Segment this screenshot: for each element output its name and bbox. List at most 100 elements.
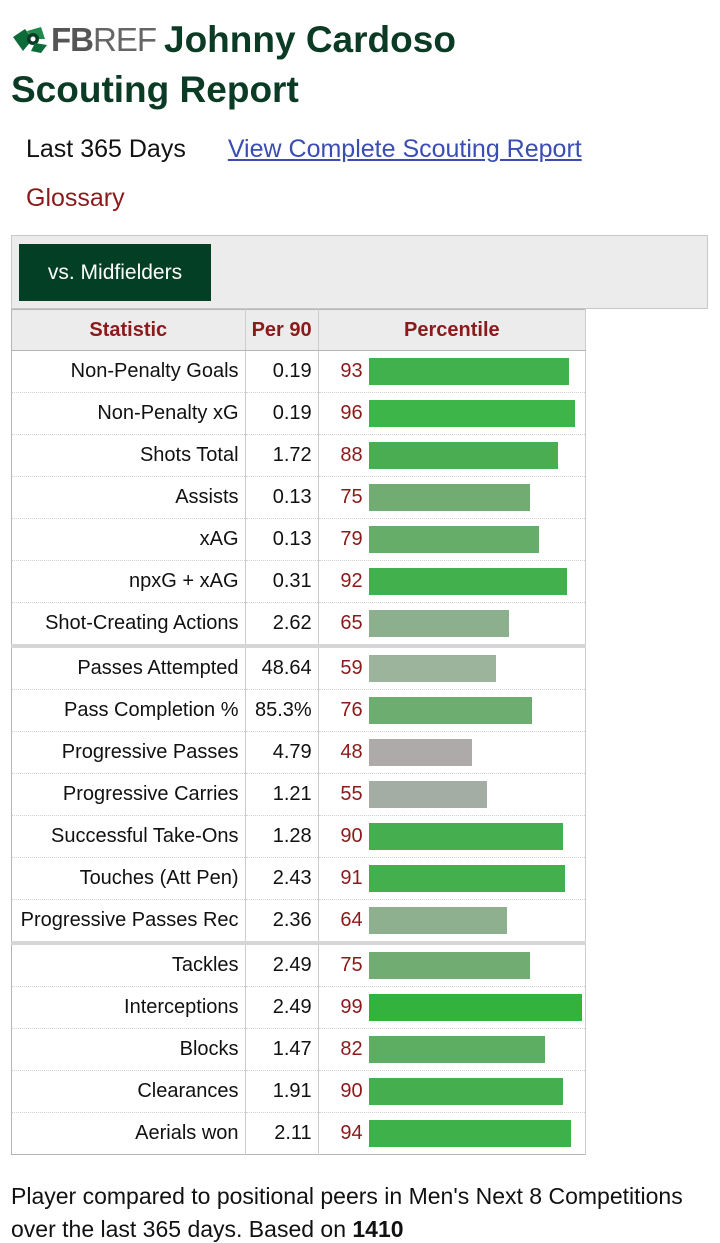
percentile-bar [368, 526, 539, 553]
stat-name-cell: Passes Attempted [11, 644, 246, 690]
table-row: Progressive Carries 1.21 55 [11, 773, 587, 816]
per90-cell: 2.36 [245, 899, 319, 944]
per90-cell: 1.91 [245, 1070, 319, 1113]
header-percentile[interactable]: Percentile [318, 309, 587, 351]
percentile-value: 79 [340, 528, 363, 550]
percentile-bar [368, 697, 532, 724]
percentile-wrap: 75 [319, 477, 585, 518]
table-row: Pass Completion % 85.3% 76 [11, 689, 587, 732]
table-row: Aerials won 2.11 94 [11, 1112, 587, 1155]
glossary-link[interactable]: Glossary [26, 184, 125, 212]
fbref-logo[interactable]: FB REF [11, 21, 157, 59]
percentile-value: 75 [340, 954, 363, 976]
position-filter-bar: vs. Midfielders [11, 235, 708, 309]
header-statistic[interactable]: Statistic [11, 309, 246, 351]
percentile-bar [368, 907, 507, 934]
percentile-wrap: 82 [319, 1029, 585, 1070]
percentile-cell: 64 [318, 899, 587, 944]
percentile-cell: 65 [318, 602, 587, 647]
per90-cell: 48.64 [245, 644, 319, 690]
percentile-value: 64 [340, 909, 363, 931]
table-row: Tackles 2.49 75 [11, 941, 587, 987]
stat-name-cell: Assists [11, 476, 246, 519]
percentile-cell: 79 [318, 518, 587, 561]
per90-cell: 2.62 [245, 602, 319, 647]
title-line: FB REF Johnny Cardoso [11, 18, 711, 62]
stat-name-cell: Progressive Carries [11, 773, 246, 816]
table-row: Non-Penalty xG 0.19 96 [11, 392, 587, 435]
percentile-wrap: 90 [319, 816, 585, 857]
page-header: FB REF Johnny Cardoso Scouting Report [11, 18, 711, 114]
per90-cell: 85.3% [245, 689, 319, 732]
table-row: npxG + xAG 0.31 92 [11, 560, 587, 603]
percentile-wrap: 64 [319, 900, 585, 941]
percentile-cell: 75 [318, 476, 587, 519]
stat-name-cell: Shot-Creating Actions [11, 602, 246, 647]
percentile-cell: 96 [318, 392, 587, 435]
percentile-value: 96 [340, 402, 363, 424]
per90-cell: 2.43 [245, 857, 319, 900]
percentile-value: 99 [340, 996, 363, 1018]
percentile-wrap: 75 [319, 945, 585, 986]
percentile-wrap: 48 [319, 732, 585, 773]
per90-cell: 0.13 [245, 476, 319, 519]
percentile-wrap: 76 [319, 690, 585, 731]
stat-name-cell: Successful Take-Ons [11, 815, 246, 858]
percentile-value: 48 [340, 741, 363, 763]
footer-text: Player compared to positional peers in M… [11, 1183, 683, 1242]
table-row: Touches (Att Pen) 2.43 91 [11, 857, 587, 900]
percentile-bar [368, 1036, 545, 1063]
per90-cell: 2.49 [245, 941, 319, 987]
percentile-bar [368, 442, 558, 469]
percentile-bar [368, 781, 487, 808]
percentile-wrap: 79 [319, 519, 585, 560]
table-row: Shot-Creating Actions 2.62 65 [11, 602, 587, 647]
per90-cell: 0.19 [245, 392, 319, 435]
percentile-value: 82 [340, 1038, 363, 1060]
percentile-cell: 76 [318, 689, 587, 732]
percentile-cell: 82 [318, 1028, 587, 1071]
percentile-wrap: 59 [319, 648, 585, 689]
table-row: Passes Attempted 48.64 59 [11, 644, 587, 690]
percentile-wrap: 65 [319, 603, 585, 644]
header-per-90[interactable]: Per 90 [245, 309, 319, 351]
percentile-bar [368, 1078, 563, 1105]
stat-name-cell: xAG [11, 518, 246, 561]
table-row: Successful Take-Ons 1.28 90 [11, 815, 587, 858]
percentile-wrap: 88 [319, 435, 585, 476]
percentile-cell: 88 [318, 434, 587, 477]
percentile-bar [368, 739, 472, 766]
percentile-cell: 59 [318, 644, 587, 690]
footer-note: Player compared to positional peers in M… [11, 1180, 711, 1243]
percentile-bar [368, 655, 496, 682]
percentile-value: 65 [340, 612, 363, 634]
table-header-row: Statistic Per 90 Percentile [11, 309, 587, 351]
stat-name-cell: Aerials won [11, 1112, 246, 1155]
percentile-value: 55 [340, 783, 363, 805]
percentile-wrap: 91 [319, 858, 585, 899]
period-label: Last 365 Days [26, 134, 186, 163]
percentile-cell: 75 [318, 941, 587, 987]
percentile-cell: 90 [318, 815, 587, 858]
stat-name-cell: Progressive Passes Rec [11, 899, 246, 944]
period-line: Last 365 Days View Complete Scouting Rep… [26, 132, 582, 166]
stat-name-cell: Pass Completion % [11, 689, 246, 732]
percentile-bar [368, 568, 567, 595]
stat-name-cell: Blocks [11, 1028, 246, 1071]
logo-ref-text: REF [93, 21, 157, 58]
percentile-cell: 93 [318, 350, 587, 393]
per90-cell: 1.47 [245, 1028, 319, 1071]
vs-midfielders-button[interactable]: vs. Midfielders [19, 244, 211, 301]
percentile-value: 94 [340, 1122, 363, 1144]
table-row: Assists 0.13 75 [11, 476, 587, 519]
stat-name-cell: Non-Penalty Goals [11, 350, 246, 393]
complete-report-link[interactable]: View Complete Scouting Report [227, 134, 582, 163]
table-row: Progressive Passes 4.79 48 [11, 731, 587, 774]
percentile-cell: 92 [318, 560, 587, 603]
percentile-value: 92 [340, 570, 363, 592]
percentile-wrap: 94 [319, 1113, 585, 1154]
percentile-value: 76 [340, 699, 363, 721]
percentile-wrap: 90 [319, 1071, 585, 1112]
table-body: Non-Penalty Goals 0.19 93 Non-Penalty xG 0.1… [11, 350, 587, 1155]
per90-cell: 0.31 [245, 560, 319, 603]
